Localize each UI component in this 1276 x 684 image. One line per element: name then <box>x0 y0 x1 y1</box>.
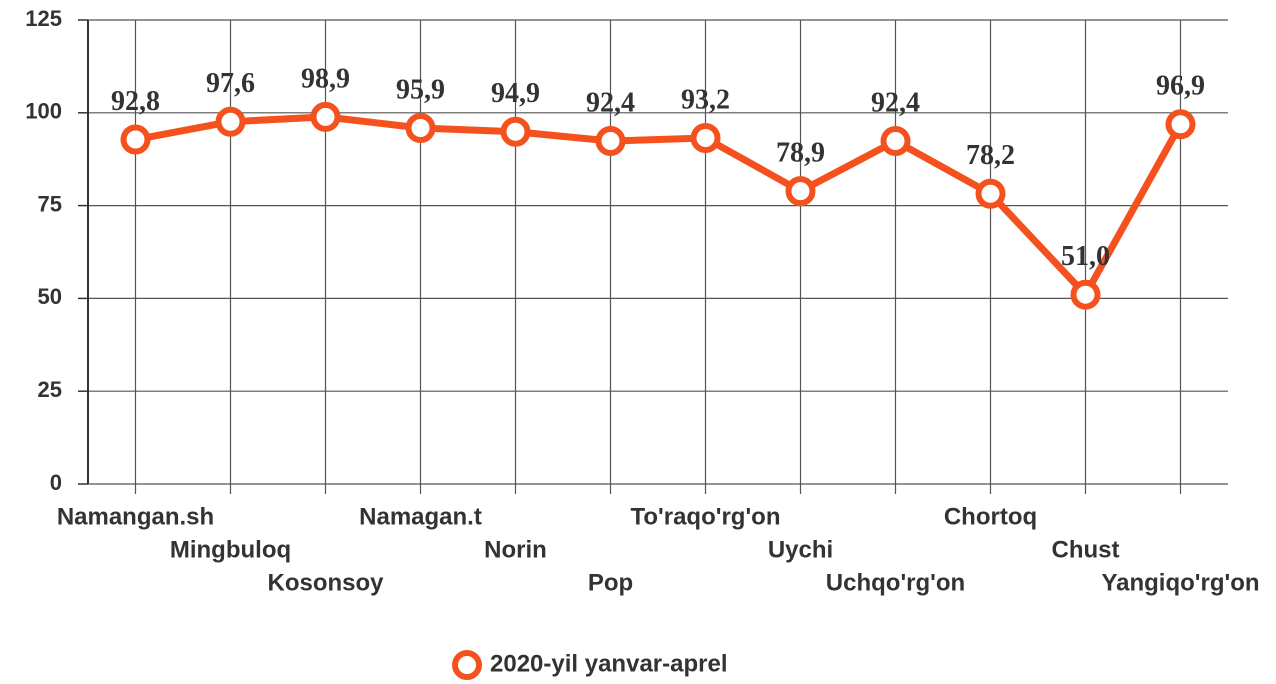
x-tick-label: Norin <box>484 536 547 563</box>
data-point <box>785 176 816 207</box>
x-tick-label: To'raqo'rg'on <box>631 503 781 530</box>
data-point <box>500 116 531 147</box>
y-tick-label: 75 <box>38 191 62 216</box>
x-tick-label: Namangan.sh <box>57 503 214 530</box>
x-tick-label: Uychi <box>768 536 833 563</box>
value-label: 96,9 <box>1156 71 1205 102</box>
data-point <box>120 124 151 155</box>
value-label: 93,2 <box>681 84 730 115</box>
y-tick-label: 125 <box>25 6 62 31</box>
x-tick-label: Chortoq <box>944 503 1037 530</box>
value-label: 51,0 <box>1061 241 1110 272</box>
data-point <box>690 123 721 154</box>
y-tick-label: 100 <box>25 99 62 124</box>
x-tick-label: Kosonsoy <box>267 569 384 596</box>
data-point <box>215 106 246 137</box>
data-point <box>1165 109 1196 140</box>
legend-marker <box>452 650 482 680</box>
value-label: 78,9 <box>776 138 825 169</box>
x-tick-label: Namagan.t <box>359 503 482 530</box>
data-point <box>975 178 1006 209</box>
data-line <box>134 113 1184 299</box>
x-tick-label: Yangiqo'rg'on <box>1101 569 1259 596</box>
value-label: 98,9 <box>301 63 350 94</box>
data-point <box>405 113 436 144</box>
value-label: 92,4 <box>586 87 635 118</box>
value-label: 95,9 <box>396 74 445 105</box>
data-point <box>310 101 341 132</box>
y-tick-label: 50 <box>38 284 62 309</box>
data-point <box>880 126 911 157</box>
legend-label: 2020-yil yanvar-aprel <box>490 650 727 677</box>
value-label: 94,9 <box>491 78 540 109</box>
x-tick-label: Mingbuloq <box>170 536 291 563</box>
value-label: 92,8 <box>111 86 160 117</box>
x-tick-label: Chust <box>1052 536 1120 563</box>
data-point <box>1070 279 1101 310</box>
value-label: 92,4 <box>871 87 920 118</box>
value-label: 78,2 <box>966 140 1015 171</box>
y-tick-label: 25 <box>38 377 62 402</box>
data-point <box>595 126 626 157</box>
x-tick-label: Pop <box>588 569 633 596</box>
y-tick-label: 0 <box>50 470 62 495</box>
x-tick-label: Uchqo'rg'on <box>826 569 965 596</box>
value-label: 97,6 <box>206 68 255 99</box>
